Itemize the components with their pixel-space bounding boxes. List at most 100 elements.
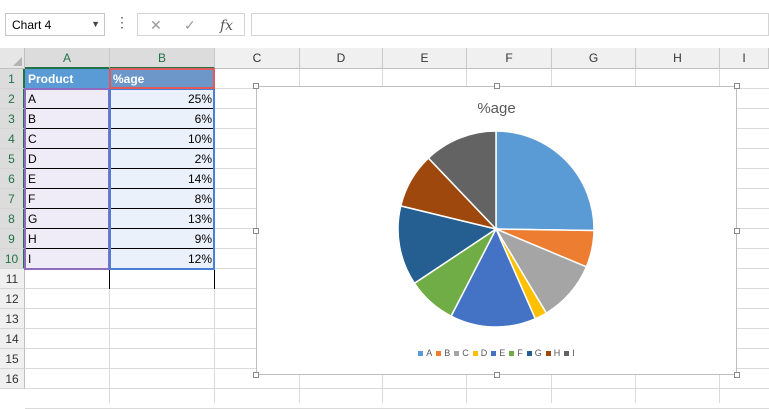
cell-border bbox=[214, 269, 215, 289]
column-header-b[interactable]: B bbox=[110, 48, 215, 69]
chart-legend[interactable]: A B C D E F G H I bbox=[257, 348, 736, 358]
chevron-down-icon[interactable]: ▼ bbox=[91, 19, 100, 29]
column-header-d[interactable]: D bbox=[300, 48, 383, 69]
insert-function-icon[interactable]: fx bbox=[220, 18, 234, 34]
row-header-9[interactable]: 9 bbox=[0, 229, 25, 249]
pie-plot-area[interactable] bbox=[257, 87, 738, 376]
product-cell[interactable]: E bbox=[25, 169, 110, 189]
column-header-c[interactable]: C bbox=[215, 48, 300, 69]
resize-handle[interactable] bbox=[253, 227, 259, 234]
series-value-range[interactable] bbox=[109, 88, 215, 270]
row-header-16[interactable]: 16 bbox=[0, 369, 25, 389]
row-header-11[interactable]: 11 bbox=[0, 269, 25, 289]
row-border bbox=[25, 108, 214, 109]
name-box[interactable]: Chart 4 ▼ bbox=[5, 13, 105, 36]
product-cell[interactable]: A bbox=[25, 89, 110, 109]
legend-label: I bbox=[572, 348, 575, 358]
legend-swatch bbox=[491, 351, 497, 357]
pie-slice-e[interactable] bbox=[450, 227, 537, 328]
percent-cell[interactable]: 10% bbox=[110, 129, 215, 149]
row-header-3[interactable]: 3 bbox=[0, 109, 25, 129]
row-header-10[interactable]: 10 bbox=[0, 249, 25, 269]
chart-title[interactable]: %age bbox=[477, 100, 516, 117]
more-options-icon[interactable]: ⋮ bbox=[115, 14, 129, 30]
percent-cell[interactable]: 13% bbox=[110, 209, 215, 229]
product-cell[interactable]: C bbox=[25, 129, 110, 149]
legend-label: H bbox=[553, 348, 561, 358]
resize-handle[interactable] bbox=[734, 227, 740, 234]
row-header-6[interactable]: 6 bbox=[0, 169, 25, 189]
column-header-h[interactable]: H bbox=[636, 48, 720, 69]
legend-label: B bbox=[444, 348, 451, 358]
row-header-4[interactable]: 4 bbox=[0, 129, 25, 149]
header-cell-product[interactable]: Product bbox=[25, 69, 110, 89]
row-header-7[interactable]: 7 bbox=[0, 189, 25, 209]
row-header-5[interactable]: 5 bbox=[0, 149, 25, 169]
legend-entry[interactable]: C bbox=[454, 348, 469, 358]
resize-handle[interactable] bbox=[493, 83, 500, 89]
resize-handle[interactable] bbox=[734, 83, 740, 89]
legend-entry[interactable]: I bbox=[564, 348, 575, 358]
cancel-icon[interactable]: ✕ bbox=[150, 17, 162, 33]
pie-slice-g[interactable] bbox=[397, 204, 498, 285]
legend-entry[interactable]: F bbox=[509, 348, 523, 358]
row-header-15[interactable]: 15 bbox=[0, 349, 25, 369]
product-cell[interactable]: F bbox=[25, 189, 110, 209]
pie-chart[interactable]: %age A B C D E F G H I bbox=[253, 83, 740, 378]
legend-swatch bbox=[545, 351, 551, 357]
product-cell[interactable]: H bbox=[25, 229, 110, 249]
resize-handle[interactable] bbox=[493, 372, 500, 378]
percent-cell[interactable]: 6% bbox=[110, 109, 215, 129]
row-border bbox=[25, 228, 214, 229]
product-cell[interactable]: D bbox=[25, 149, 110, 169]
select-all-button[interactable] bbox=[0, 48, 25, 69]
legend-label: A bbox=[426, 348, 433, 358]
legend-swatch bbox=[436, 351, 442, 357]
enter-icon[interactable]: ✓ bbox=[184, 17, 196, 33]
row-border bbox=[25, 208, 214, 209]
row-header-14[interactable]: 14 bbox=[0, 329, 25, 349]
percent-cell[interactable]: 2% bbox=[110, 149, 215, 169]
product-cell[interactable]: B bbox=[25, 109, 110, 129]
column-header-e[interactable]: E bbox=[383, 48, 467, 69]
formula-bar: Chart 4 ▼ ⋮ ✕ ✓ fx bbox=[0, 0, 769, 48]
column-header-f[interactable]: F bbox=[467, 48, 552, 69]
legend-entry[interactable]: D bbox=[472, 348, 487, 358]
resize-handle[interactable] bbox=[734, 372, 740, 378]
series-name-range[interactable] bbox=[109, 68, 215, 89]
legend-entry[interactable]: H bbox=[545, 348, 561, 358]
row-header-8[interactable]: 8 bbox=[0, 209, 25, 229]
legend-swatch bbox=[418, 351, 424, 357]
percent-cell[interactable]: 9% bbox=[110, 229, 215, 249]
resize-handle[interactable] bbox=[253, 372, 259, 378]
row-header-1[interactable]: 1 bbox=[0, 69, 25, 89]
resize-handle[interactable] bbox=[253, 83, 259, 89]
column-header-a[interactable]: A bbox=[25, 48, 110, 69]
header-cell-percent[interactable]: %age bbox=[110, 69, 215, 89]
row-header-12[interactable]: 12 bbox=[0, 289, 25, 309]
pie-slice-i[interactable] bbox=[427, 130, 497, 231]
percent-cell[interactable]: 8% bbox=[110, 189, 215, 209]
legend-entry[interactable]: B bbox=[436, 348, 450, 358]
cell-border bbox=[109, 269, 110, 289]
pie-slice-a[interactable] bbox=[495, 130, 595, 232]
percent-cell[interactable]: 14% bbox=[110, 169, 215, 189]
gridline bbox=[25, 388, 769, 389]
percent-cell[interactable]: 12% bbox=[110, 249, 215, 269]
legend-label: C bbox=[462, 348, 469, 358]
row-border bbox=[25, 148, 214, 149]
column-header-g[interactable]: G bbox=[552, 48, 636, 69]
series-category-range[interactable] bbox=[24, 88, 110, 270]
row-header-2[interactable]: 2 bbox=[0, 89, 25, 109]
legend-entry[interactable]: E bbox=[491, 348, 505, 358]
product-cell[interactable]: I bbox=[25, 249, 110, 269]
row-border bbox=[25, 188, 214, 189]
column-header-i[interactable]: I bbox=[720, 48, 769, 69]
legend-entry[interactable]: A bbox=[418, 348, 432, 358]
legend-entry[interactable]: G bbox=[526, 348, 542, 358]
product-cell[interactable]: G bbox=[25, 209, 110, 229]
percent-cell[interactable]: 25% bbox=[110, 89, 215, 109]
formula-input[interactable] bbox=[251, 13, 769, 36]
row-header-13[interactable]: 13 bbox=[0, 309, 25, 329]
legend-label: G bbox=[534, 348, 542, 358]
